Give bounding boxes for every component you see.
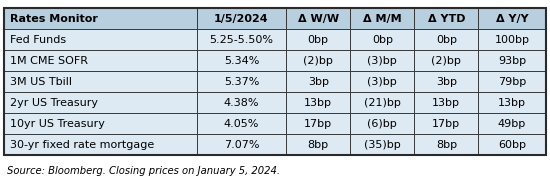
Bar [286, 50, 350, 71]
Text: 8bp: 8bp [436, 140, 457, 150]
Text: (3)bp: (3)bp [367, 77, 397, 87]
Text: (35)bp: (35)bp [364, 140, 400, 150]
Text: 1/5/2024: 1/5/2024 [214, 14, 269, 24]
Text: Rates Monitor: Rates Monitor [10, 14, 98, 24]
Bar [478, 134, 546, 155]
Text: 79bp: 79bp [498, 77, 526, 87]
Bar [196, 113, 286, 134]
Text: 0bp: 0bp [436, 35, 457, 45]
Text: 13bp: 13bp [498, 98, 526, 108]
Text: 3bp: 3bp [436, 77, 457, 87]
Text: Δ YTD: Δ YTD [427, 14, 465, 24]
Text: 0bp: 0bp [308, 35, 329, 45]
Text: (3)bp: (3)bp [367, 56, 397, 66]
Text: 5.37%: 5.37% [224, 77, 259, 87]
Bar [350, 92, 414, 113]
Text: Source: Bloomberg. Closing prices on January 5, 2024.: Source: Bloomberg. Closing prices on Jan… [7, 166, 280, 176]
Bar [196, 71, 286, 92]
Bar [478, 92, 546, 113]
Bar [350, 113, 414, 134]
Bar [286, 92, 350, 113]
Text: 49bp: 49bp [498, 119, 526, 129]
Bar [414, 113, 478, 134]
Bar [286, 113, 350, 134]
Text: 3M US Tbill: 3M US Tbill [10, 77, 72, 87]
Text: 1M CME SOFR: 1M CME SOFR [10, 56, 88, 66]
Bar [286, 29, 350, 50]
Bar [286, 134, 350, 155]
Text: 4.38%: 4.38% [224, 98, 259, 108]
Text: (2)bp: (2)bp [303, 56, 333, 66]
Bar [414, 8, 478, 29]
Text: 0bp: 0bp [372, 35, 393, 45]
Bar [478, 29, 546, 50]
Bar [196, 92, 286, 113]
Bar [478, 50, 546, 71]
Text: 13bp: 13bp [432, 98, 460, 108]
Text: Δ W/W: Δ W/W [298, 14, 339, 24]
Text: Δ M/M: Δ M/M [363, 14, 402, 24]
Text: (21)bp: (21)bp [364, 98, 401, 108]
Bar [414, 134, 478, 155]
Text: 2yr US Treasury: 2yr US Treasury [10, 98, 98, 108]
Text: 17bp: 17bp [432, 119, 460, 129]
Text: 5.25-5.50%: 5.25-5.50% [210, 35, 273, 45]
Text: 13bp: 13bp [304, 98, 332, 108]
Bar [478, 71, 546, 92]
Text: 7.07%: 7.07% [224, 140, 259, 150]
Text: Δ Y/Y: Δ Y/Y [496, 14, 529, 24]
Bar [196, 134, 286, 155]
Bar [350, 50, 414, 71]
Bar [4, 8, 546, 155]
Bar [414, 71, 478, 92]
Bar [478, 113, 546, 134]
Bar [478, 8, 546, 29]
Bar [4, 29, 196, 50]
Text: Fed Funds: Fed Funds [10, 35, 66, 45]
Text: (2)bp: (2)bp [431, 56, 461, 66]
Text: 60bp: 60bp [498, 140, 526, 150]
Text: 30-yr fixed rate mortgage: 30-yr fixed rate mortgage [10, 140, 154, 150]
Text: 5.34%: 5.34% [224, 56, 259, 66]
Bar [196, 29, 286, 50]
Text: 100bp: 100bp [494, 35, 530, 45]
Bar [4, 92, 196, 113]
Text: 3bp: 3bp [308, 77, 329, 87]
Bar [286, 71, 350, 92]
Bar [414, 50, 478, 71]
Text: (6)bp: (6)bp [367, 119, 397, 129]
Bar [196, 50, 286, 71]
Bar [286, 8, 350, 29]
Bar [350, 8, 414, 29]
Text: 8bp: 8bp [307, 140, 329, 150]
Bar [4, 50, 196, 71]
Text: 93bp: 93bp [498, 56, 526, 66]
Text: 17bp: 17bp [304, 119, 332, 129]
Text: 10yr US Treasury: 10yr US Treasury [10, 119, 104, 129]
Bar [4, 71, 196, 92]
Bar [350, 134, 414, 155]
Bar [414, 92, 478, 113]
Bar [350, 29, 414, 50]
Bar [414, 29, 478, 50]
Text: 4.05%: 4.05% [224, 119, 259, 129]
Bar [4, 134, 196, 155]
Bar [350, 71, 414, 92]
Bar [4, 113, 196, 134]
Bar [196, 8, 286, 29]
Bar [4, 8, 196, 29]
